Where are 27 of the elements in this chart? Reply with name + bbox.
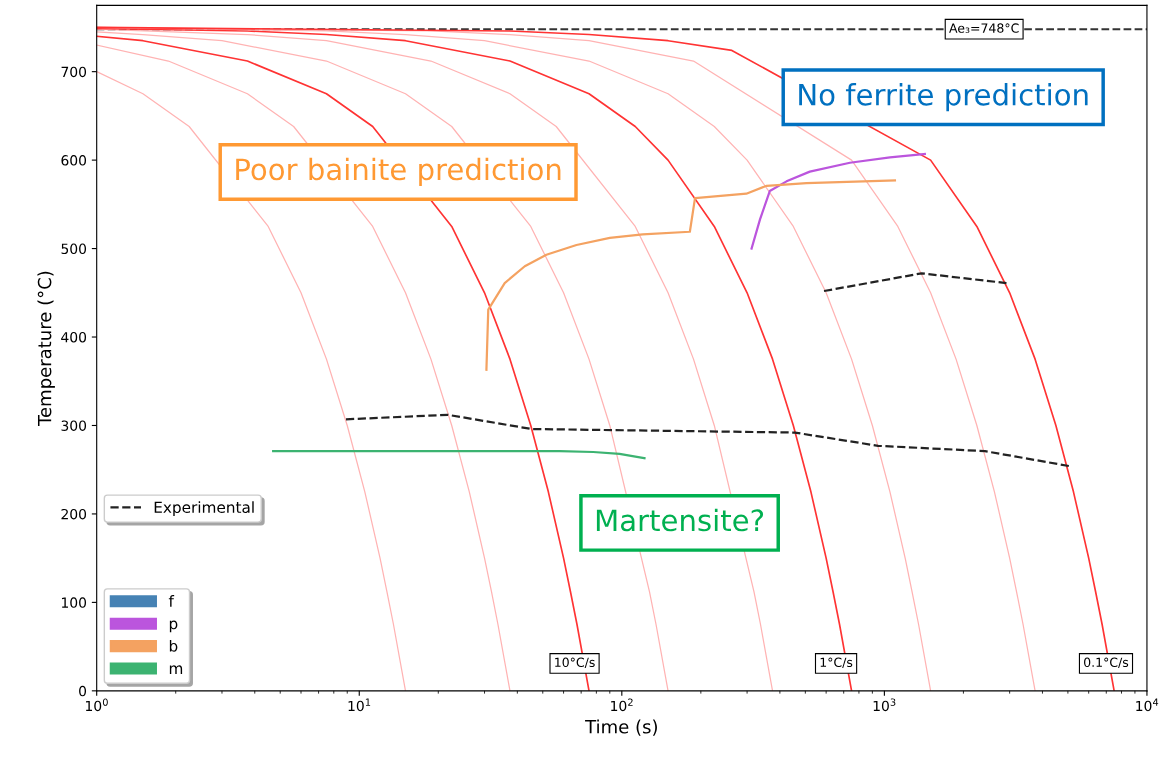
y-tick-label: 700 [61,66,87,78]
y-tick-label: 300 [61,420,87,431]
x-axis-title: Time (s) [585,719,657,736]
ref-line-label: Ae₃=748°C [949,23,1019,33]
legend-label: f [168,595,175,607]
annotation: Martensite? [596,508,764,532]
x-tick-label: 10$^{0}$ [86,698,108,712]
x-tick-label: 10$^{2}$ [611,698,633,712]
x-tick-label: 10$^{3}$ [873,698,896,712]
legend-label: m [169,665,183,674]
y-axis-title: Temperature (°C) [37,271,55,427]
x-tick-label: 10$^{1}$ [348,698,371,712]
annotation: 1°C/s [820,657,853,669]
y-tick-label: 400 [61,331,87,343]
annotation: 10°C/s [555,657,595,669]
y-tick-label: 100 [61,597,87,608]
y-tick-label: 0 [79,685,87,697]
legend-label: Experimental [154,501,254,516]
annotation: 0.1°C/s [1084,657,1129,669]
legend-label: b [169,639,178,652]
x-tick-label: 10$^{4}$ [1136,698,1159,712]
y-tick-label: 200 [61,508,87,520]
legend-label: p [169,620,178,633]
y-tick-label: 500 [61,243,87,255]
y-tick-label: 600 [61,155,87,166]
annotation: No ferrite prediction [799,83,1088,112]
annotation: Poor bainite prediction [236,157,561,187]
